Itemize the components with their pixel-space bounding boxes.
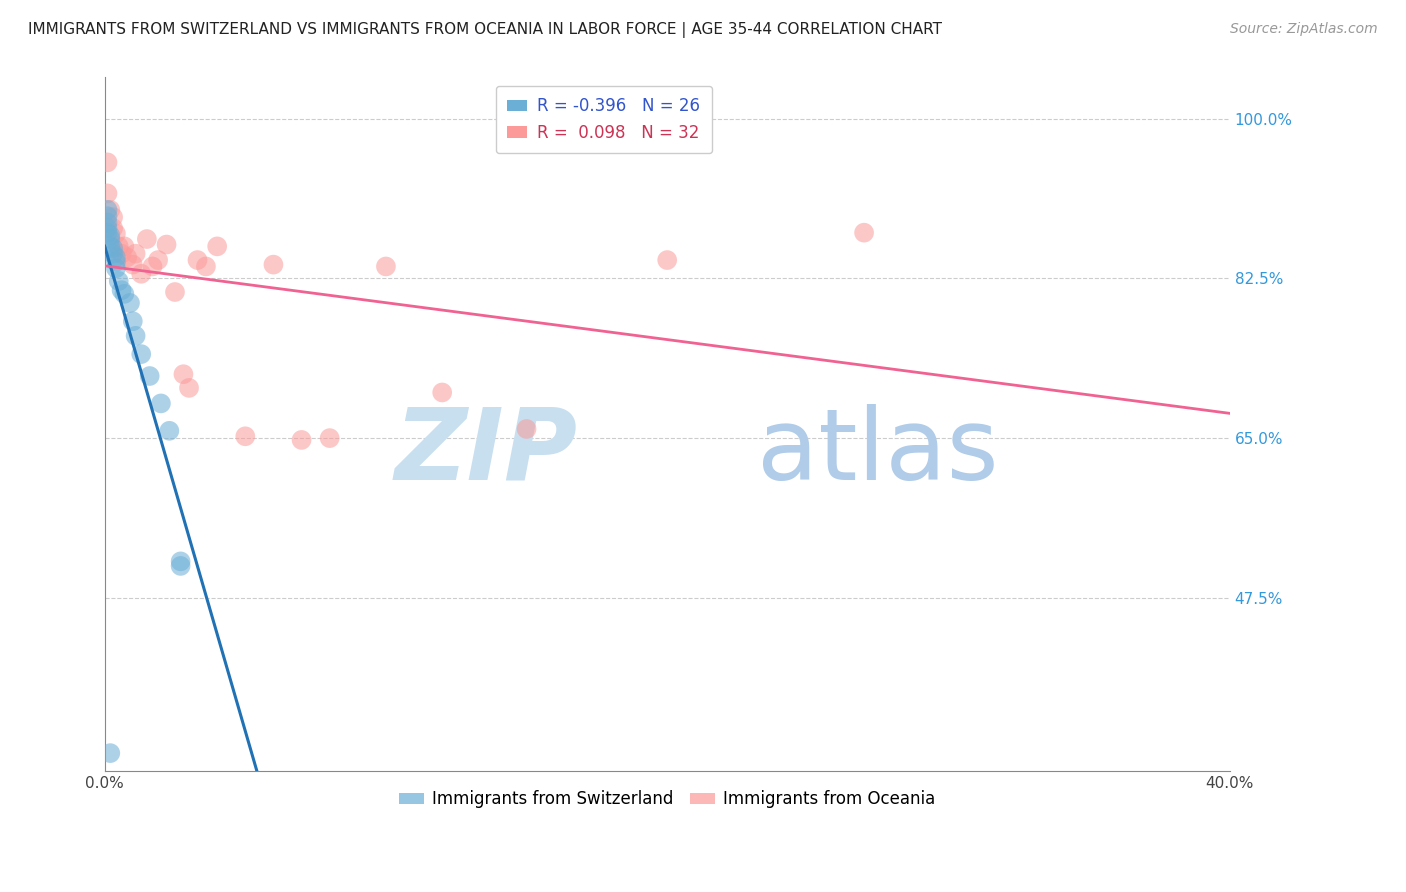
Point	[233, 429, 256, 443]
Point	[101, 210, 124, 224]
Point	[104, 227, 127, 241]
Point	[96, 226, 118, 240]
Point	[169, 558, 191, 573]
Point	[96, 186, 118, 201]
Point	[657, 253, 679, 268]
Point	[110, 283, 132, 297]
Point	[155, 237, 177, 252]
Point	[163, 285, 186, 299]
Point	[318, 431, 340, 445]
Point	[121, 258, 143, 272]
Point	[138, 369, 160, 384]
Point	[101, 246, 124, 260]
Point	[98, 239, 121, 253]
Text: ZIP: ZIP	[394, 404, 578, 500]
Point	[107, 274, 129, 288]
Point	[96, 216, 118, 230]
Point	[157, 424, 180, 438]
Text: Source: ZipAtlas.com: Source: ZipAtlas.com	[1230, 22, 1378, 37]
Point	[129, 267, 152, 281]
Point	[96, 209, 118, 223]
Point	[432, 385, 454, 400]
Point	[853, 226, 876, 240]
Point	[172, 367, 194, 381]
Point	[262, 258, 284, 272]
Point	[290, 433, 312, 447]
Point	[135, 232, 157, 246]
Point	[186, 253, 208, 268]
Point	[101, 221, 124, 235]
Point	[374, 260, 396, 274]
Point	[149, 396, 172, 410]
Point	[177, 381, 200, 395]
Point	[118, 296, 141, 310]
Point	[112, 286, 135, 301]
Point	[101, 241, 124, 255]
Point	[169, 554, 191, 568]
Point	[96, 202, 118, 217]
Legend: Immigrants from Switzerland, Immigrants from Oceania: Immigrants from Switzerland, Immigrants …	[392, 784, 942, 815]
Point	[96, 155, 118, 169]
Point	[110, 246, 132, 260]
Point	[194, 260, 217, 274]
Point	[96, 221, 118, 235]
Point	[516, 422, 538, 436]
Point	[98, 228, 121, 243]
Point	[104, 255, 127, 269]
Point	[141, 260, 163, 274]
Point	[98, 202, 121, 217]
Point	[104, 250, 127, 264]
Point	[115, 250, 138, 264]
Text: atlas: atlas	[758, 404, 998, 500]
Point	[98, 746, 121, 760]
Text: IMMIGRANTS FROM SWITZERLAND VS IMMIGRANTS FROM OCEANIA IN LABOR FORCE | AGE 35-4: IMMIGRANTS FROM SWITZERLAND VS IMMIGRANT…	[28, 22, 942, 38]
Point	[107, 239, 129, 253]
Point	[129, 347, 152, 361]
Point	[121, 314, 143, 328]
Point	[124, 329, 146, 343]
Point	[104, 261, 127, 276]
Point	[205, 239, 228, 253]
Point	[98, 232, 121, 246]
Point	[146, 253, 169, 268]
Point	[124, 246, 146, 260]
Point	[112, 239, 135, 253]
